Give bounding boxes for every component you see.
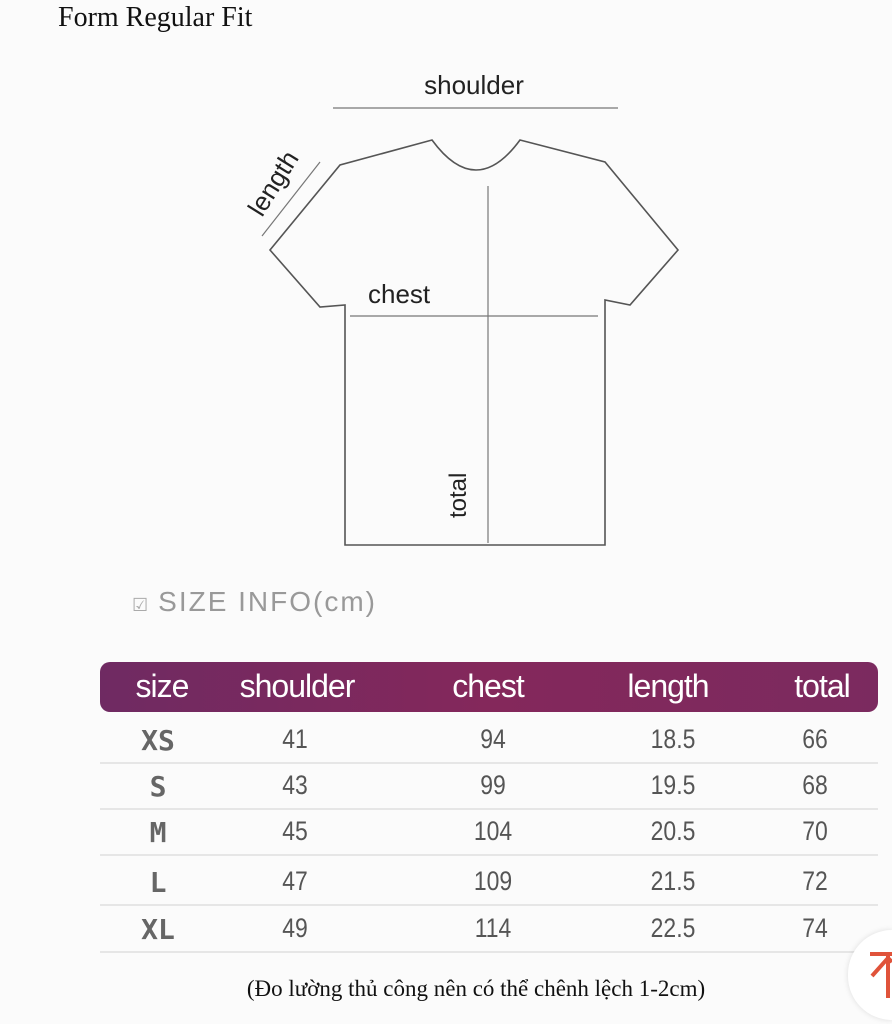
shoulder-cell: 41 [282,724,308,754]
table-row: XS 41 94 18.5 66 [100,716,878,764]
table-row: M 45 104 20.5 70 [100,808,878,856]
shoulder-label: shoulder [424,70,524,100]
length-cell: 20.5 [650,816,696,846]
shoulder-cell: 43 [282,770,308,800]
length-cell: 19.5 [650,770,696,800]
table-header: size shoulder chest length total [100,662,878,712]
chest-cell: 109 [473,866,513,896]
chest-cell: 99 [480,770,506,800]
header-chest: chest [452,668,524,704]
table-row: S 43 99 19.5 68 [100,762,878,810]
size-info-heading: ☑ SIZE INFO(cm) [132,586,377,618]
tshirt-diagram: shoulder length chest total [242,70,680,546]
length-label: length [242,145,305,221]
shoulder-cell: 47 [282,866,308,896]
length-cell: 18.5 [650,724,696,754]
chest-cell: 114 [474,913,512,943]
size-info-text: SIZE INFO(cm) [158,586,378,617]
table-row: L 47 109 21.5 72 [100,858,878,906]
header-size: size [135,668,190,704]
header-length: length [627,668,709,704]
size-cell: S [149,770,167,803]
shoulder-cell: 49 [282,913,308,943]
size-cell: XS [141,724,175,757]
header-shoulder: shoulder [239,668,356,704]
total-cell: 66 [802,724,828,754]
total-cell: 72 [802,866,828,896]
length-cell: 21.5 [650,866,696,896]
total-cell: 70 [802,816,828,846]
table-row: XL 49 114 22.5 74 [100,905,878,953]
measurement-note: (Đo lường thủ công nên có thể chênh lệch… [246,976,706,1001]
shoulder-cell: 45 [282,816,308,846]
total-cell: 74 [802,913,828,943]
tshirt-outline [268,139,680,546]
length-arrow [261,161,321,237]
chest-cell: 94 [480,724,506,754]
chest-cell: 104 [473,816,513,846]
total-cell: 68 [802,770,828,800]
size-cell: M [149,816,167,849]
arrow-up-icon [870,952,892,998]
page-title: Form Regular Fit [58,2,253,33]
header-total: total [794,668,850,704]
size-cell: XL [141,913,175,946]
length-cell: 22.5 [650,913,696,943]
checkbox-icon: ☑ [132,595,151,615]
size-cell: L [149,866,167,899]
chest-label: chest [368,279,431,309]
total-label: total [445,473,472,518]
